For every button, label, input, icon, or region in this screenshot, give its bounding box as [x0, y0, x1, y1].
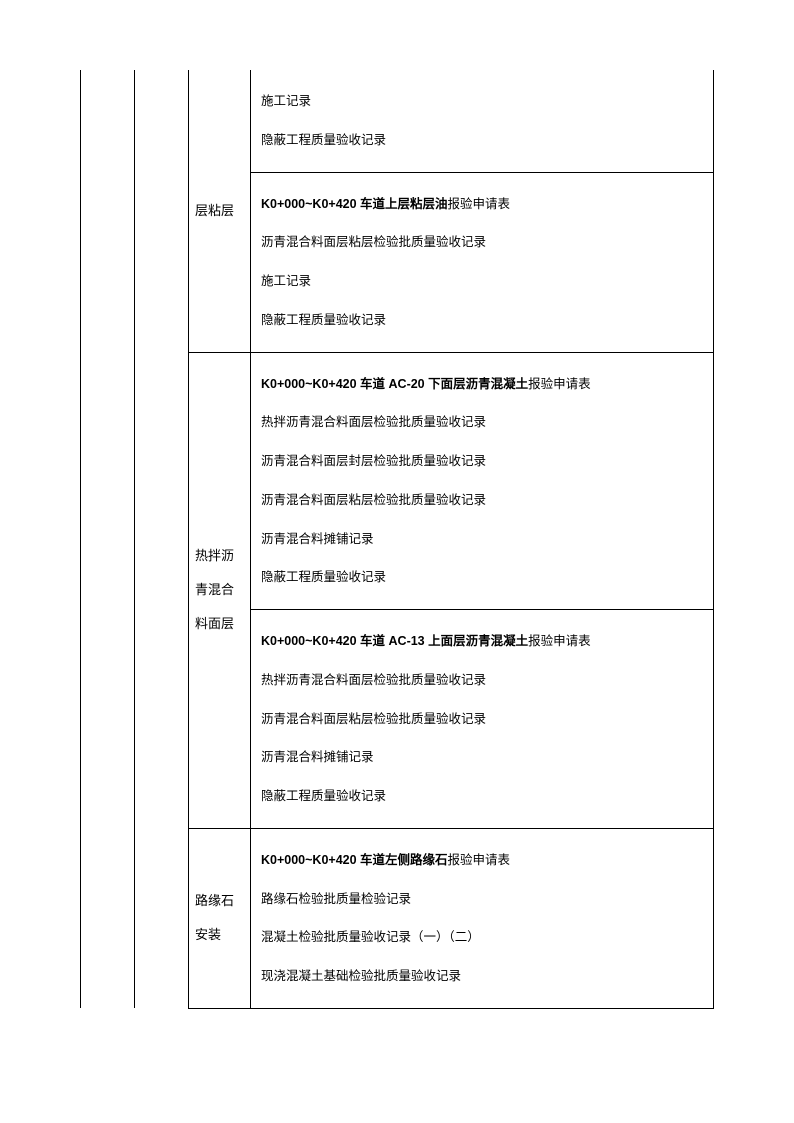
content-line: 热拌沥青混合料面层检验批质量验收记录	[261, 661, 703, 700]
content-line: 路缘石检验批质量检验记录	[261, 880, 703, 919]
content-line: 热拌沥青混合料面层检验批质量验收记录	[261, 403, 703, 442]
content-cell: K0+000~K0+420 车道 AC-13 上面层沥青混凝土报验申请表热拌沥青…	[251, 610, 714, 829]
content-line: 混凝土检验批质量验收记录（一）（二）	[261, 918, 703, 957]
content-line: 沥青混合料面层粘层检验批质量验收记录	[261, 481, 703, 520]
content-line: 沥青混合料摊铺记录	[261, 520, 703, 559]
content-line: 沥青混合料面层粘层检验批质量验收记录	[261, 223, 703, 262]
content-cell: 施工记录隐蔽工程质量验收记录	[251, 70, 714, 172]
col1-empty	[81, 70, 135, 1008]
category-label: 路缘石安装	[189, 828, 251, 1008]
table-row: 层粘层施工记录隐蔽工程质量验收记录	[81, 70, 714, 172]
content-line: 沥青混合料摊铺记录	[261, 738, 703, 777]
content-line: K0+000~K0+420 车道左侧路缘石报验申请表	[261, 841, 703, 880]
col2-empty	[135, 70, 189, 1008]
content-line: 施工记录	[261, 262, 703, 301]
content-cell: K0+000~K0+420 车道 AC-20 下面层沥青混凝土报验申请表热拌沥青…	[251, 352, 714, 610]
content-line: 沥青混合料面层封层检验批质量验收记录	[261, 442, 703, 481]
content-line: K0+000~K0+420 车道 AC-13 上面层沥青混凝土报验申请表	[261, 622, 703, 661]
content-line: 隐蔽工程质量验收记录	[261, 301, 703, 340]
content-line: 沥青混合料面层粘层检验批质量验收记录	[261, 700, 703, 739]
content-cell: K0+000~K0+420 车道上层粘层油报验申请表沥青混合料面层粘层检验批质量…	[251, 172, 714, 352]
content-line: K0+000~K0+420 车道 AC-20 下面层沥青混凝土报验申请表	[261, 365, 703, 404]
category-label: 层粘层	[189, 70, 251, 352]
document-table: 层粘层施工记录隐蔽工程质量验收记录K0+000~K0+420 车道上层粘层油报验…	[80, 70, 714, 1009]
content-line: 隐蔽工程质量验收记录	[261, 777, 703, 816]
content-cell: K0+000~K0+420 车道左侧路缘石报验申请表路缘石检验批质量检验记录混凝…	[251, 828, 714, 1008]
content-line: K0+000~K0+420 车道上层粘层油报验申请表	[261, 185, 703, 224]
content-line: 隐蔽工程质量验收记录	[261, 558, 703, 597]
content-line: 现浇混凝土基础检验批质量验收记录	[261, 957, 703, 996]
category-label: 热拌沥青混合料面层	[189, 352, 251, 828]
content-line: 施工记录	[261, 82, 703, 121]
content-line: 隐蔽工程质量验收记录	[261, 121, 703, 160]
